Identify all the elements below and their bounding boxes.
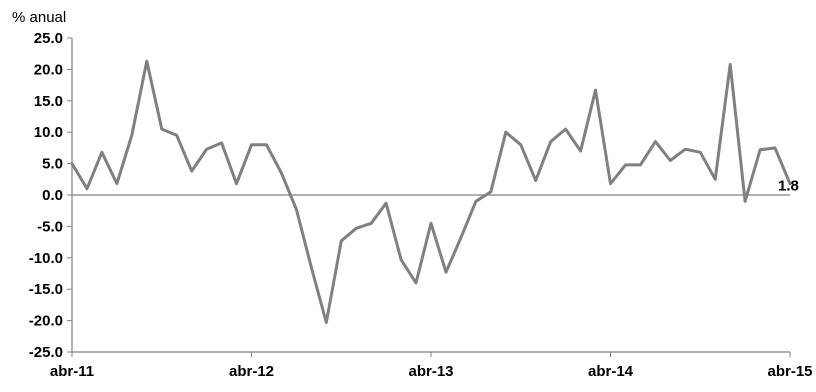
y-tick-label: -10.0 xyxy=(29,250,63,267)
y-tick-label: -15.0 xyxy=(29,281,63,298)
y-tick-label: 15.0 xyxy=(34,93,63,110)
y-tick-label: 20.0 xyxy=(34,61,63,78)
axes xyxy=(71,38,790,353)
y-tick-label: -5.0 xyxy=(37,218,63,235)
series-layer xyxy=(70,59,792,324)
x-ticks: abr-11 abr-12 abr-13 abr-14 abr-15 xyxy=(50,352,813,380)
y-tick-label: 5.0 xyxy=(42,156,63,173)
y-tick-label: 10.0 xyxy=(34,124,63,141)
x-tick-label: abr-11 xyxy=(50,363,94,380)
y-tick-label: 0.0 xyxy=(42,187,63,204)
y-ticks: 25.0 20.0 15.0 10.0 5.0 0.0 -5.0 -10.0 -15.0 -20.… xyxy=(29,30,72,361)
x-tick-label: abr-15 xyxy=(767,363,812,380)
y-axis-unit-label: % anual xyxy=(12,9,66,26)
last-value-label: 1.8 xyxy=(778,178,799,195)
x-tick-label: abr-12 xyxy=(229,363,274,380)
series-line xyxy=(70,59,792,324)
y-tick-label: -20.0 xyxy=(29,313,63,330)
x-tick-label: abr-14 xyxy=(588,363,634,380)
x-tick-label: abr-13 xyxy=(408,363,453,380)
y-tick-label: 25.0 xyxy=(34,30,63,47)
y-tick-label: -25.0 xyxy=(29,344,63,361)
